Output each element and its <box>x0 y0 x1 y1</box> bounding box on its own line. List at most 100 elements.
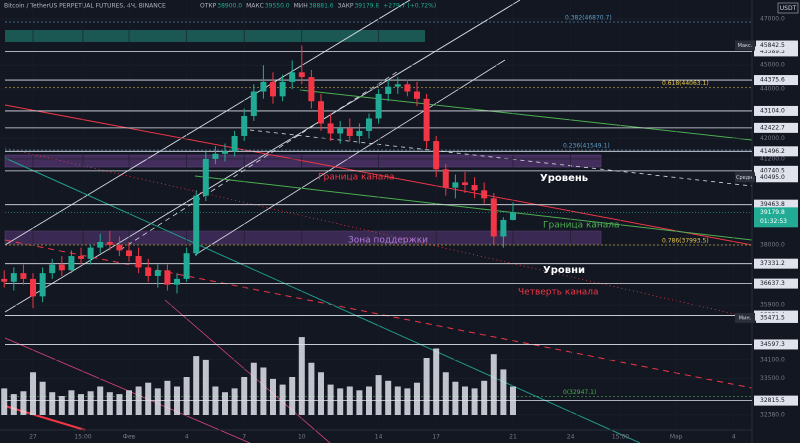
volume-bar <box>337 388 344 415</box>
candle-body <box>365 118 372 131</box>
level-label: 34597.3 <box>760 341 785 348</box>
volume-bar <box>58 396 65 415</box>
candle-body <box>471 185 478 191</box>
candle-body <box>433 141 440 170</box>
volume-bar <box>193 356 200 415</box>
volume-bar <box>481 380 488 415</box>
badge-name-box <box>735 40 755 51</box>
candle-body <box>10 273 17 282</box>
candle-body <box>68 256 75 271</box>
volume-bar <box>308 362 315 415</box>
volume-bar <box>327 384 334 415</box>
badge-label: 45842.5 <box>760 42 785 49</box>
x-tick-label: 7 <box>242 434 246 441</box>
candle-body <box>423 98 430 142</box>
x-tick-label: 27 <box>29 434 37 441</box>
volume-bar <box>106 392 113 415</box>
candle-body <box>270 81 277 97</box>
candle-body <box>58 264 65 271</box>
candle-body <box>375 93 382 119</box>
candle-body <box>279 81 286 97</box>
candle-body <box>481 190 488 199</box>
channel-line <box>4 239 753 389</box>
channel-line <box>4 0 411 246</box>
level-label: 36637.3 <box>760 280 785 287</box>
volume-bar <box>68 390 75 415</box>
volume-bar <box>10 394 17 415</box>
candle-body <box>308 77 315 102</box>
header-value: 39550.0 <box>265 3 290 10</box>
candle-body <box>509 212 516 220</box>
volume-bar <box>78 394 85 415</box>
volume-bar <box>413 382 420 415</box>
volume-bar <box>97 386 104 415</box>
x-tick-label: Фев <box>123 434 136 441</box>
candle-body <box>106 242 113 245</box>
level-tag <box>754 278 798 289</box>
level-tag <box>754 46 798 57</box>
y-tick-label: 35900.0 <box>760 302 785 309</box>
candle-body <box>250 91 257 116</box>
fib-label: 0.618(44063.1) <box>662 80 709 87</box>
level-label: 43104.0 <box>760 107 785 114</box>
candle-body <box>87 247 94 259</box>
annotation: Четверть канала <box>518 288 599 298</box>
candle-body <box>289 72 296 82</box>
header-label: ОТКР <box>200 3 217 10</box>
channel-line <box>4 405 86 431</box>
volume-bar <box>250 362 257 415</box>
candle-body <box>20 273 27 279</box>
currency-box <box>777 2 799 14</box>
badge-name: Мин. <box>739 315 752 321</box>
x-tick-label: 4 <box>732 434 736 441</box>
badge-name: Средн. <box>736 175 754 181</box>
level-tag <box>754 395 798 406</box>
drawings <box>0 0 753 443</box>
candle-body <box>97 242 104 248</box>
y-tick-label: 33500.0 <box>760 375 785 382</box>
volume-bar <box>375 375 382 415</box>
y-tick-label: 44000.0 <box>760 86 785 93</box>
volume-bar <box>135 386 142 415</box>
level-label: 37331.2 <box>760 260 785 267</box>
level-tag <box>754 105 798 116</box>
candle-body <box>260 81 267 92</box>
level-tag <box>754 75 798 86</box>
fib-label: 0(32947.1) <box>563 389 596 396</box>
volume-bar <box>356 390 363 415</box>
volume-bar <box>212 386 219 415</box>
badge-box <box>756 312 798 323</box>
x-tick-label: 17 <box>432 434 440 441</box>
zone <box>4 230 602 245</box>
candle-body <box>317 101 324 124</box>
header-label: МИН <box>294 3 308 10</box>
candle-body <box>1 278 8 282</box>
volume-bar <box>385 380 392 415</box>
level-label: 40740.5 <box>760 167 785 174</box>
x-tick-label: 4 <box>185 434 189 441</box>
candle-body <box>461 182 468 186</box>
fib-label: 0.786(37993.5) <box>662 237 709 244</box>
x-tick-label: 15:00 <box>74 434 91 441</box>
volume-bar <box>289 377 296 415</box>
volume-bar <box>154 388 161 415</box>
header-value: 39179.8 <box>354 3 379 10</box>
candle-body <box>49 264 56 274</box>
badge-label: 40495.0 <box>760 174 785 181</box>
candle-body <box>202 158 209 196</box>
candle-body <box>39 273 46 297</box>
volume-bar <box>461 386 468 415</box>
volume-bar <box>346 386 353 415</box>
zone <box>5 30 425 42</box>
fib-label: 0.236(41549.1) <box>563 142 610 149</box>
candle-body <box>413 91 420 99</box>
volume-bar <box>442 372 449 415</box>
level-tag <box>754 339 798 350</box>
candle-body <box>154 270 161 277</box>
volume-bar <box>394 386 401 415</box>
volume-bar <box>145 382 152 415</box>
y-tick-label: 41200.0 <box>760 155 785 162</box>
candle-body <box>241 115 248 136</box>
volume-bar <box>20 391 27 415</box>
